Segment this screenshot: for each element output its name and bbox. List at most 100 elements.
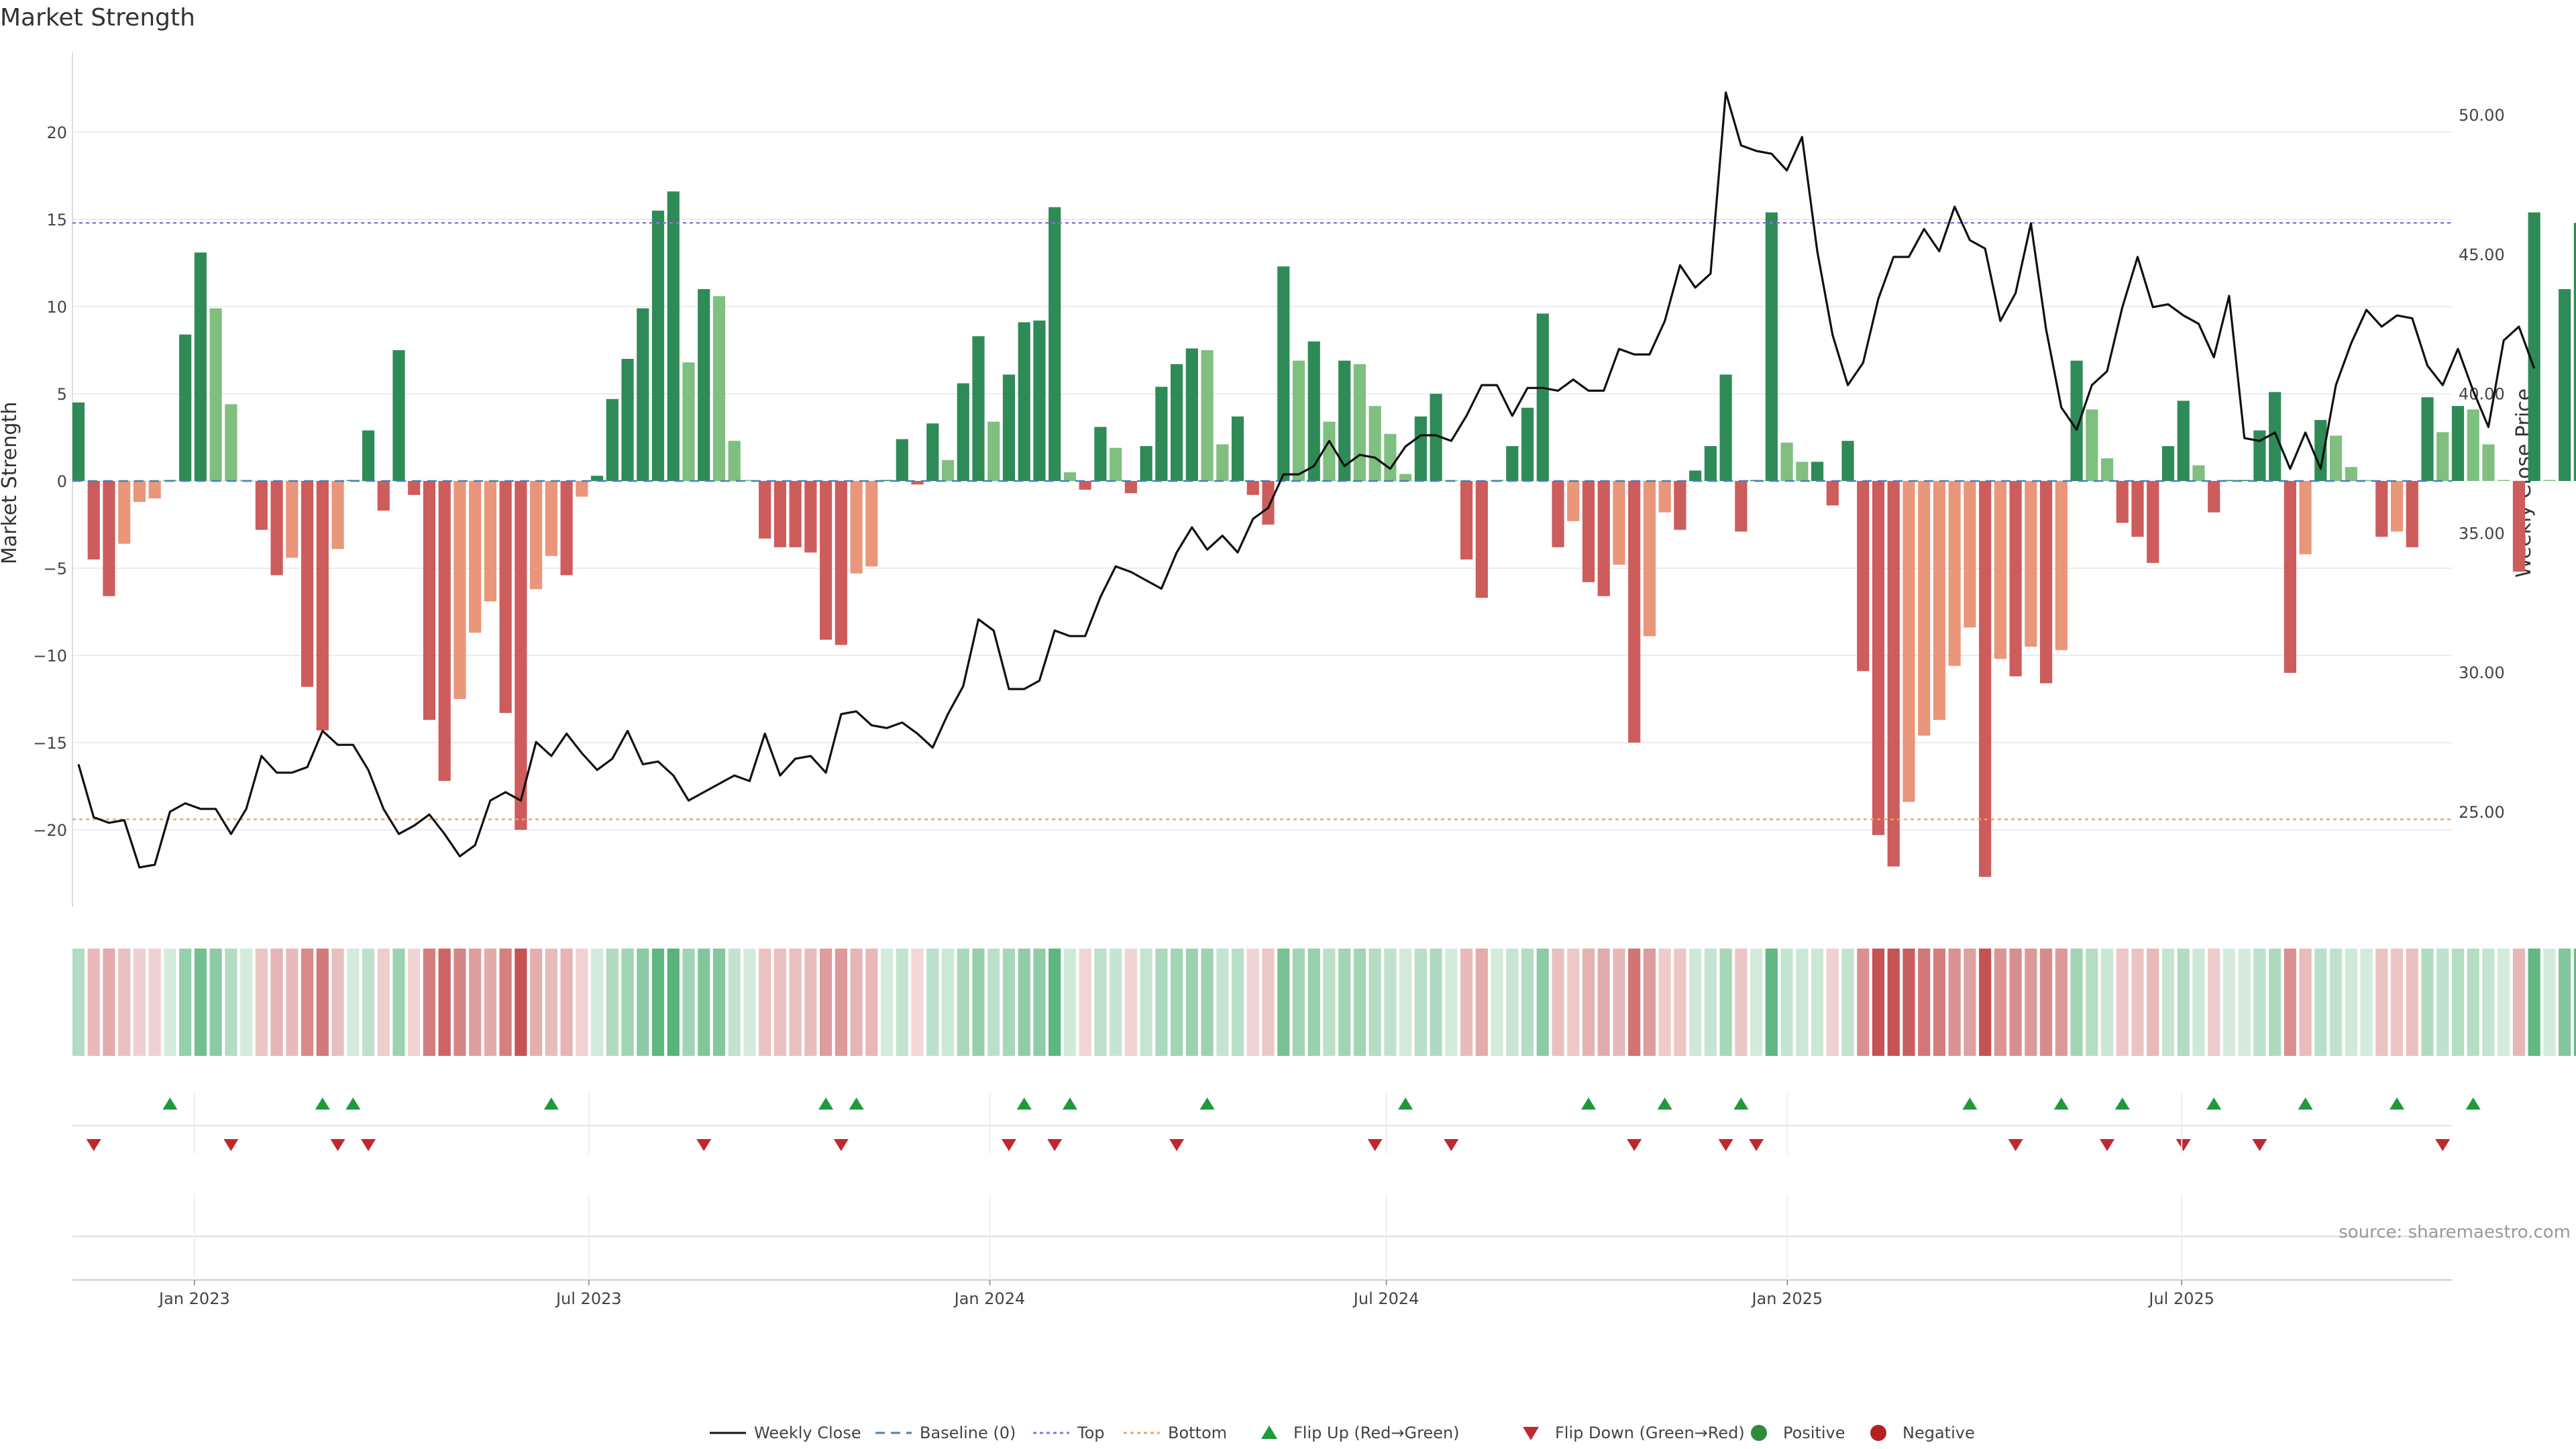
heat-cell	[1491, 949, 1503, 1056]
strength-bar	[1094, 427, 1107, 481]
flip-down-marker	[2176, 1139, 2191, 1151]
strength-bar	[484, 481, 496, 602]
strength-bar	[545, 481, 557, 556]
heat-cell	[377, 949, 390, 1056]
heat-cell	[1338, 949, 1351, 1056]
strength-bar	[1140, 446, 1152, 481]
heat-cell	[240, 949, 253, 1056]
heat-cell	[408, 949, 421, 1056]
strength-bar	[1110, 447, 1122, 481]
heat-cell	[1323, 949, 1336, 1056]
strength-bar	[1399, 474, 1412, 481]
heat-cell	[2131, 949, 2144, 1056]
strength-bar	[804, 481, 817, 553]
strength-bar	[1933, 481, 1946, 720]
heat-cell	[1399, 949, 1412, 1056]
strength-bars	[72, 191, 2576, 877]
strength-heat-strip	[72, 949, 2576, 1056]
flip-down-marker	[1444, 1139, 1459, 1151]
heat-cell	[2573, 949, 2576, 1056]
strength-bar	[682, 362, 695, 481]
heat-cell	[72, 949, 85, 1056]
legend-flip-up-swatch	[1261, 1426, 1277, 1439]
heat-cell	[2238, 949, 2251, 1056]
heat-cell	[2161, 949, 2175, 1056]
weekly-close-line	[77, 91, 2536, 869]
strength-bar	[1216, 444, 1229, 481]
heat-cell	[698, 949, 710, 1056]
heat-cell	[651, 949, 665, 1056]
strength-bar	[2116, 481, 2129, 523]
strength-bar	[1857, 481, 1870, 672]
heat-cell	[1887, 949, 1900, 1056]
heat-cell	[1216, 949, 1229, 1056]
heat-cell	[1750, 949, 1763, 1056]
flip-down-marker	[2100, 1139, 2115, 1151]
x-tick-label: Jul 2025	[2147, 1289, 2214, 1308]
strength-bar	[2025, 481, 2037, 647]
legend-negative-label: Negative	[1902, 1424, 1975, 1442]
heat-cell	[2467, 949, 2479, 1056]
strength-bar	[1307, 341, 1320, 481]
strength-bar	[1155, 386, 1168, 481]
heat-cell	[789, 949, 802, 1056]
heat-cell	[2360, 949, 2373, 1056]
strength-bar	[576, 481, 588, 497]
strength-bar	[331, 481, 344, 549]
strength-bar	[2360, 480, 2373, 481]
strength-bar	[1689, 470, 1702, 481]
heat-cell	[2025, 949, 2037, 1056]
heat-cell	[1155, 949, 1168, 1056]
strength-bar	[179, 334, 192, 481]
heat-cell	[560, 949, 573, 1056]
strength-bar	[1567, 481, 1580, 521]
y-tick-label: 10	[46, 298, 67, 317]
strength-bar	[1719, 374, 1732, 481]
heat-cell	[1185, 949, 1198, 1056]
strength-bar	[712, 296, 726, 481]
heat-cell	[1765, 949, 1778, 1056]
heat-cell	[1918, 949, 1931, 1056]
flip-up-marker	[2206, 1097, 2222, 1110]
flip-down-marker	[696, 1139, 712, 1151]
strength-bar	[515, 481, 527, 830]
strength-bar	[2131, 481, 2144, 537]
strength-bar	[118, 481, 131, 544]
strength-bar	[87, 481, 100, 559]
heat-cell	[1948, 949, 1961, 1056]
strength-bar	[362, 430, 375, 481]
flip-up-marker	[1657, 1097, 1672, 1110]
flip-up-marker	[1016, 1097, 1032, 1110]
flip-down-marker	[86, 1139, 101, 1151]
heat-cell	[194, 949, 207, 1056]
strength-bar	[1643, 481, 1656, 637]
heat-cell	[804, 949, 817, 1056]
strength-bar	[1964, 481, 1976, 628]
flip-up-marker	[818, 1097, 834, 1110]
heat-cell	[148, 949, 161, 1056]
strength-bar	[392, 350, 405, 481]
y-tick-label: −5	[44, 559, 67, 578]
x-tick-label: Jan 2025	[1750, 1289, 1823, 1308]
strength-bar	[270, 481, 283, 576]
heat-cell	[499, 949, 512, 1056]
strength-bar	[957, 383, 969, 481]
flip-down-marker	[1627, 1139, 1642, 1151]
x-tick-label: Jul 2024	[1352, 1289, 1419, 1308]
heat-cell	[2009, 949, 2022, 1056]
strength-bar	[2528, 212, 2540, 481]
heat-cell	[1613, 949, 1625, 1056]
heat-cell	[1124, 949, 1137, 1056]
heat-cell	[667, 949, 680, 1056]
heat-cell	[820, 949, 833, 1056]
heat-cell	[469, 949, 482, 1056]
strength-bar	[2070, 360, 2083, 481]
flip-up-marker	[1962, 1097, 1978, 1110]
strength-bar	[2040, 481, 2053, 684]
strength-bar	[2559, 289, 2571, 481]
heat-cell	[118, 949, 131, 1056]
strength-bar	[1765, 212, 1778, 481]
strength-bar	[667, 191, 680, 481]
heat-cell	[1597, 949, 1610, 1056]
heat-cell	[2192, 949, 2205, 1056]
